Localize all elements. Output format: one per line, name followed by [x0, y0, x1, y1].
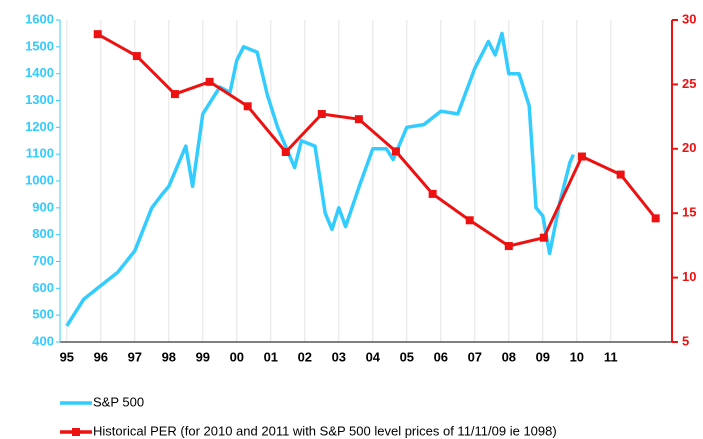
x-tick-label: 97 [128, 349, 142, 364]
series-marker [465, 216, 474, 225]
series-marker [243, 102, 252, 111]
series-marker [281, 148, 290, 157]
legend-label: S&P 500 [93, 394, 144, 409]
series-marker [504, 242, 513, 251]
x-tick-label: 11 [604, 349, 618, 364]
series-marker [205, 77, 214, 86]
y-tick-label: 900 [32, 199, 54, 214]
y-tick-label: 1300 [25, 92, 54, 107]
y-tick-label: 1500 [25, 38, 54, 53]
x-tick-label: 07 [468, 349, 482, 364]
x-tick-label: 96 [94, 349, 108, 364]
series-marker [132, 52, 141, 61]
legend-marker [72, 428, 80, 436]
x-tick-label: 03 [332, 349, 346, 364]
x-tick-label: 06 [434, 349, 448, 364]
y-tick-label: 500 [32, 307, 54, 322]
legend-label: Historical PER (for 2010 and 2011 with S… [93, 423, 557, 438]
series-marker [616, 170, 625, 179]
y-tick-label: 400 [32, 333, 54, 348]
x-tick-label: 95 [60, 349, 74, 364]
y-tick-label: 1000 [25, 172, 54, 187]
y-tick-label: 1100 [26, 146, 54, 161]
x-tick-label: 01 [264, 349, 278, 364]
y-tick-label: 800 [32, 226, 54, 241]
x-tick-label: 02 [298, 349, 312, 364]
series-marker [539, 233, 548, 242]
x-tick-label: 00 [230, 349, 244, 364]
x-tick-label: 99 [196, 349, 210, 364]
series-marker [354, 115, 363, 124]
series-marker [170, 90, 179, 99]
series-line [96, 32, 657, 248]
y2-tick-label: 5 [682, 333, 689, 348]
y2-tick-label: 15 [682, 205, 696, 220]
series-marker [391, 147, 400, 156]
series-line [65, 31, 575, 327]
y2-tick-label: 10 [682, 269, 696, 284]
y2-tick-label: 25 [682, 76, 696, 91]
series-marker [577, 152, 586, 161]
x-tick-label: 05 [400, 349, 414, 364]
y-tick-label: 1400 [25, 65, 54, 80]
series-marker [651, 214, 660, 223]
y-tick-label: 1200 [25, 119, 54, 134]
y-tick-label: 1600 [25, 11, 54, 26]
series-marker [317, 110, 326, 119]
x-tick-label: 08 [502, 349, 516, 364]
x-tick-label: 10 [570, 349, 584, 364]
y2-tick-label: 30 [682, 11, 696, 26]
x-tick-label: 09 [536, 349, 550, 364]
x-tick-label: 98 [162, 349, 176, 364]
series-marker [93, 30, 102, 39]
y-tick-label: 700 [32, 253, 54, 268]
y-tick-label: 600 [32, 280, 54, 295]
series-marker [428, 189, 437, 198]
y2-tick-label: 20 [682, 140, 696, 155]
x-tick-label: 04 [366, 349, 381, 364]
